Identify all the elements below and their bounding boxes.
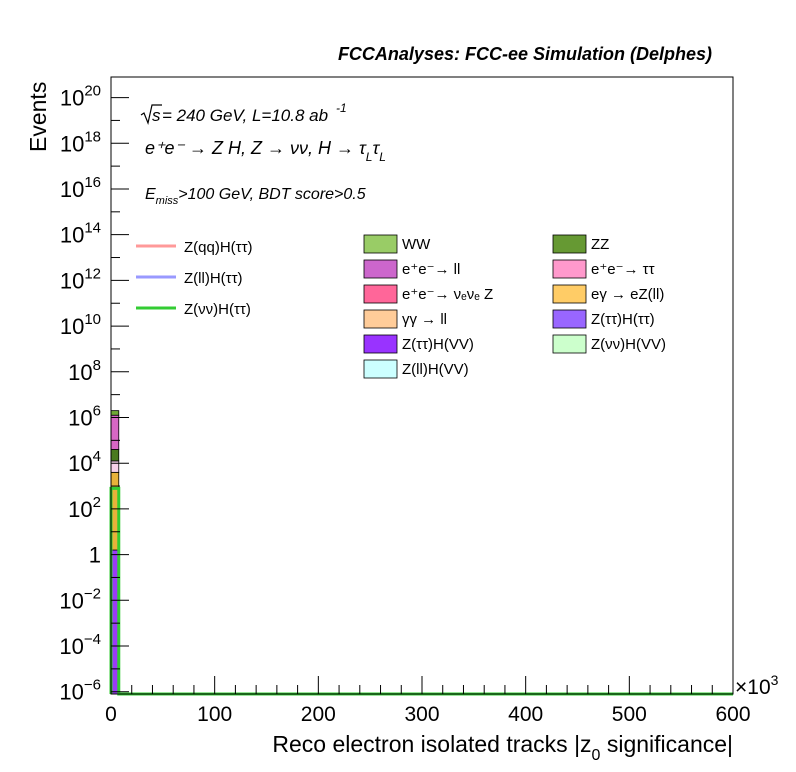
- legend-label: Z(ll)H(VV): [402, 361, 469, 378]
- legend-swatch: [363, 309, 398, 329]
- energy-annotation: s = 240 GeV, L=10.8 ab -1: [140, 101, 347, 126]
- x-tick-label: 200: [301, 703, 336, 726]
- y-tick-label: 1012: [60, 265, 101, 293]
- bar-bin0-layer3: [110, 449, 120, 462]
- y-tick-label: 10−6: [59, 677, 101, 705]
- legend-swatch: [363, 359, 398, 379]
- plot-frame: [110, 76, 734, 695]
- y-axis: 10−6 10−4 10−2 1 102 104 106 108 1010 1012 1014 101…: [59, 83, 129, 705]
- chart-title: FCCAnalyses: FCC-ee Simulation (Delphes): [338, 44, 712, 64]
- legend-signal-label: Z(qq)H(ττ): [184, 239, 253, 256]
- legend-signal-label: Z(νν)H(ττ): [184, 301, 251, 318]
- svg-text:s: s: [152, 106, 161, 125]
- legend-signal-label: Z(ll)H(ττ): [184, 270, 243, 287]
- y-tick-label: 108: [68, 357, 101, 385]
- svg-text:= 240 GeV, L=10.8 ab-1: = 240 GeV, L=10.8 ab -1: [162, 101, 347, 125]
- legend-label: eγ → eZ(ll): [591, 286, 664, 303]
- signal-lines: [109, 486, 733, 696]
- x-axis-label: Reco electron isolated tracks |z0 signif…: [272, 731, 733, 764]
- legend-label: Z(ττ)H(VV): [402, 336, 474, 353]
- y-tick-label: 1014: [60, 220, 101, 248]
- legend-label: e⁺e⁻→ νₑνₑ Z: [402, 286, 493, 303]
- x-tick-label: 400: [508, 703, 543, 726]
- legend-swatch: [552, 334, 587, 354]
- legend-swatch: [363, 234, 398, 254]
- legend-label: WW: [402, 236, 431, 253]
- bar-bin0-layer4: [110, 414, 120, 450]
- x-tick-label: 500: [612, 703, 647, 726]
- legend-swatch: [552, 309, 587, 329]
- legend-label: ZZ: [591, 236, 609, 253]
- y-tick-label: 106: [68, 402, 101, 430]
- signal-line-0: [109, 486, 733, 696]
- y-tick-label: 1016: [60, 174, 101, 202]
- legend-swatch: [363, 334, 398, 354]
- y-tick-label: 1010: [60, 311, 101, 339]
- bar-bin0-layer5: [110, 410, 120, 416]
- x-tick-label: 600: [715, 703, 750, 726]
- x-axis: 0 100 200 300 400 500 600: [105, 676, 751, 726]
- y-tick-label: 1: [89, 543, 101, 568]
- cuts-annotation: Emiss>100 GeV, BDT score>0.5: [145, 186, 366, 207]
- legend-label: Z(νν)H(VV): [591, 336, 666, 353]
- y-tick-label: 104: [68, 448, 101, 476]
- y-tick-label: 1018: [60, 128, 101, 156]
- x-tick-label: 300: [404, 703, 439, 726]
- legend-swatch: [552, 284, 587, 304]
- legend-label: e⁺e⁻→ ll: [402, 261, 460, 278]
- x-tick-label: 0: [105, 703, 117, 726]
- x-tick-label: 100: [197, 703, 232, 726]
- y-tick-label: 10−4: [59, 631, 101, 659]
- y-axis-label: Events: [25, 82, 51, 152]
- legend-swatch: [552, 259, 587, 279]
- legend-swatch: [363, 284, 398, 304]
- bar-bin0-layer2: [110, 460, 120, 473]
- legend-label: e⁺e⁻→ ττ: [591, 261, 655, 278]
- process-annotation: e⁺e⁻ → Z H, Z → νν, H → τLτL: [145, 138, 386, 164]
- x-axis-multiplier: ×103: [735, 672, 779, 699]
- legend: Z(qq)H(ττ) Z(ll)H(ττ) Z(νν)H(ττ) WW ZZ e⁺e⁻→ …: [136, 234, 666, 379]
- legend-swatch: [363, 259, 398, 279]
- y-tick-label: 10−2: [59, 585, 101, 613]
- y-tick-label: 1020: [60, 83, 101, 111]
- y-tick-label: 102: [68, 494, 101, 522]
- legend-label: Z(ττ)H(ττ): [591, 311, 655, 328]
- legend-label: γγ → ll: [402, 311, 447, 328]
- legend-swatch: [552, 234, 587, 254]
